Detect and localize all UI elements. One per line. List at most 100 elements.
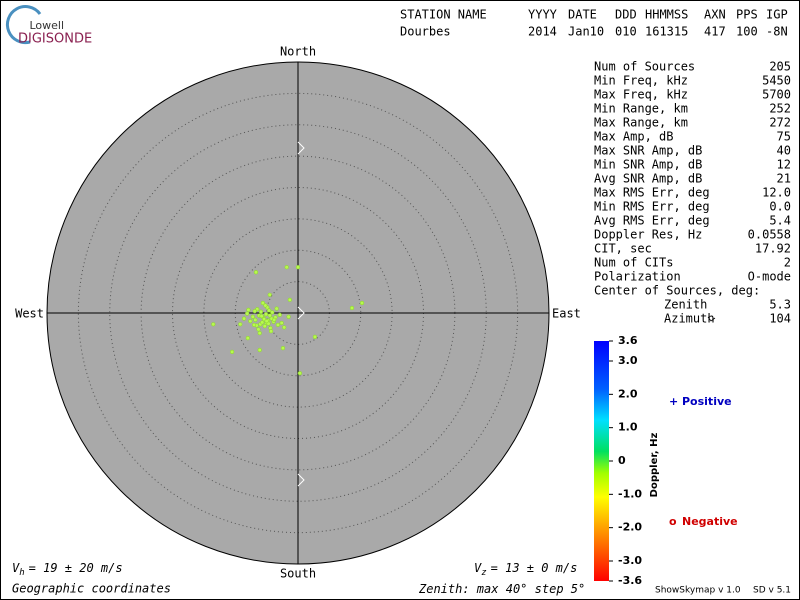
header-label: PPS	[736, 8, 758, 22]
header-value: 010	[615, 25, 637, 39]
stat-label: Min Freq, kHz	[594, 74, 688, 88]
colorbar-tick-label: 3.0	[618, 354, 638, 367]
legend-symbol: +	[669, 395, 678, 408]
stat-value: O-mode	[748, 270, 791, 284]
stat-label: Avg RMS Err, deg	[594, 214, 710, 228]
header-value: -8N	[766, 25, 788, 39]
stat-value: 17.92	[755, 242, 791, 256]
source-point	[275, 322, 281, 328]
source-point	[262, 324, 267, 329]
stat-value: 75	[777, 130, 791, 144]
logo-bottom: DIGISONDE	[18, 32, 92, 47]
header-label: DDD	[615, 8, 637, 22]
stat-value: 2	[784, 256, 791, 270]
header-value: Jan10	[568, 25, 604, 39]
stat-value: 205	[769, 60, 791, 74]
stat-value: 0.0558	[748, 228, 791, 242]
source-point	[257, 330, 262, 336]
source-point	[282, 325, 287, 330]
vh-text: Vh = 19 ± 20 m/s	[12, 561, 123, 578]
legend-symbol: o	[669, 515, 677, 528]
colorbar-label: Doppler, Hz	[649, 433, 660, 498]
header-value: 100	[736, 25, 758, 39]
header-label: STATION NAME	[400, 8, 487, 22]
stat-label: Min RMS Err, deg	[594, 200, 710, 214]
stat-label: Min SNR Amp, dB	[594, 158, 702, 172]
source-point	[312, 334, 318, 339]
header-label: HHMMSS	[645, 8, 688, 22]
marker-chevrons	[297, 141, 305, 487]
version-1: ShowSkymap v 1.0	[655, 586, 741, 596]
logo-arc	[5, 5, 42, 45]
stat-label: Doppler Res, Hz	[594, 228, 702, 242]
source-point	[297, 371, 302, 376]
stat-label: Num of Sources	[594, 60, 695, 74]
colorbar-tick-label: 3.6	[618, 334, 638, 347]
stat-value: 21	[777, 172, 791, 186]
source-point	[267, 292, 272, 297]
stat-label: Max SNR Amp, dB	[594, 144, 702, 158]
colorbar-tick-label: 1.0	[618, 421, 638, 434]
source-point	[295, 265, 301, 270]
source-point	[280, 346, 286, 351]
source-point	[260, 320, 265, 325]
header-label: IGP	[766, 8, 788, 22]
south-label: South	[280, 567, 316, 581]
center-value: 104	[769, 312, 791, 326]
stat-label: Max Range, km	[594, 116, 688, 130]
center-label: Zenith	[664, 298, 707, 312]
colorbar-tick-label: 0	[618, 454, 626, 467]
north-label: North	[280, 45, 316, 59]
east-label: East	[552, 307, 581, 321]
source-point	[286, 314, 291, 319]
stat-label: Polarization	[594, 270, 681, 284]
source-point	[267, 308, 272, 313]
source-point	[349, 305, 355, 311]
header-value: 417	[704, 25, 726, 39]
colorbar-tick-label: -2.0	[618, 521, 642, 534]
vz-text: Vz = 13 ± 0 m/s	[474, 561, 577, 578]
source-point	[264, 319, 269, 324]
source-point	[274, 306, 279, 311]
source-point	[211, 322, 216, 327]
zenith-text: Zenith: max 40° step 5°	[418, 582, 585, 596]
stat-label: CIT, sec	[594, 242, 652, 256]
stat-label: Max Freq, kHz	[594, 88, 688, 102]
source-point	[246, 307, 251, 312]
source-point	[284, 265, 289, 270]
stat-value: 12	[777, 158, 791, 172]
header-label: AXN	[704, 8, 726, 22]
stat-value: 252	[769, 102, 791, 116]
stat-value: 5700	[762, 88, 791, 102]
stat-label: Max Amp, dB	[594, 130, 673, 144]
source-point	[257, 347, 262, 353]
west-label: West	[15, 307, 44, 321]
stat-value: 5.4	[769, 214, 791, 228]
header-label: YYYY	[528, 8, 558, 22]
colorbar-tick-label: -1.0	[618, 487, 642, 500]
source-point	[253, 270, 259, 275]
source-point	[263, 303, 268, 308]
source-point	[259, 314, 264, 319]
source-point	[263, 312, 269, 317]
stat-value: 40	[777, 144, 791, 158]
legend-name: Negative	[682, 515, 738, 528]
source-point	[252, 309, 257, 314]
source-point	[241, 316, 247, 321]
source-point	[268, 329, 274, 334]
stat-value: 272	[769, 116, 791, 130]
source-point	[272, 317, 277, 323]
source-point	[256, 327, 261, 332]
azimuth-icon	[707, 316, 716, 322]
source-point	[359, 300, 365, 306]
source-point	[287, 297, 292, 302]
stat-label: Avg SNR Amp, dB	[594, 172, 702, 186]
source-point	[270, 310, 275, 315]
stat-label: Num of CITs	[594, 256, 673, 270]
legend-name: Positive	[682, 395, 732, 408]
colorbar-tick-label: 2.0	[618, 387, 638, 400]
colorbar-tick-label: -3.0	[618, 554, 642, 567]
source-point	[279, 320, 284, 326]
coords-text: Geographic coordinates	[12, 582, 171, 596]
source-point	[260, 300, 265, 306]
